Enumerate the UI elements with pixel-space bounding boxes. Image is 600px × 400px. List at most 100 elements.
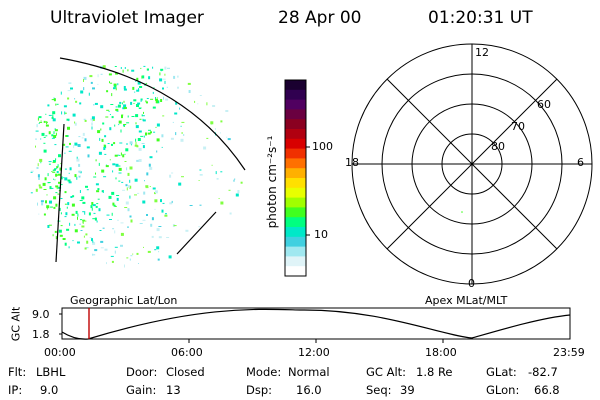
speckle — [142, 219, 146, 221]
speckle — [131, 116, 135, 117]
speckle — [91, 202, 94, 205]
speckle — [104, 153, 107, 155]
speckle — [45, 200, 47, 204]
speckle — [126, 187, 128, 191]
speckle — [124, 153, 126, 155]
polar-diagonal-2 — [386, 78, 558, 250]
speckle — [95, 205, 98, 208]
speckle — [36, 124, 38, 128]
speckle — [187, 82, 191, 85]
speckle — [135, 114, 139, 118]
speckle — [156, 246, 160, 250]
speckle — [164, 214, 168, 217]
speckle — [99, 230, 102, 231]
speckle — [114, 250, 116, 254]
speckle — [54, 129, 58, 132]
speckle — [114, 86, 116, 89]
speckle — [54, 144, 57, 146]
speckle — [123, 107, 127, 109]
speckle — [143, 246, 144, 248]
speckle — [54, 230, 57, 233]
speckle — [38, 123, 40, 124]
speckle — [47, 182, 50, 184]
speckle — [152, 66, 154, 69]
speckle — [124, 161, 127, 162]
speckle — [35, 138, 37, 140]
speckle — [65, 212, 68, 216]
speckle — [45, 135, 48, 137]
speckle — [46, 121, 48, 125]
speckle — [134, 194, 137, 196]
speckle — [92, 118, 95, 121]
speckle — [71, 213, 75, 216]
speckle — [37, 174, 40, 178]
speckle — [138, 147, 142, 151]
speckle — [138, 88, 140, 91]
speckle — [175, 132, 177, 136]
speckle — [139, 118, 142, 120]
speckle — [114, 124, 116, 127]
speckle — [78, 170, 82, 173]
dsp-value: 16.0 — [296, 383, 322, 397]
speckle — [37, 202, 38, 206]
speckle — [111, 191, 115, 195]
speckle — [154, 190, 158, 194]
speckle — [73, 145, 75, 149]
speckle — [147, 250, 151, 253]
speckle — [47, 225, 50, 228]
speckle — [108, 195, 112, 199]
speckle — [129, 195, 131, 199]
speckle — [74, 142, 78, 146]
speckle — [74, 122, 77, 126]
speckle — [113, 204, 116, 207]
speckle — [169, 202, 173, 205]
speckle — [105, 116, 109, 118]
speckle — [85, 233, 88, 236]
speckle — [162, 78, 166, 80]
speckle — [86, 146, 90, 149]
speckle — [38, 184, 41, 187]
geographic-label: Geographic Lat/Lon — [70, 294, 178, 307]
speckle — [79, 200, 83, 201]
speckle — [143, 65, 146, 67]
speckle — [68, 82, 72, 84]
speckle — [51, 206, 53, 208]
speckle — [114, 66, 117, 67]
speckle — [42, 182, 46, 186]
speckle — [137, 102, 141, 105]
speckle — [164, 66, 167, 70]
speckle — [81, 225, 85, 228]
colorbar-cell — [285, 158, 306, 169]
speckle — [117, 154, 120, 156]
image-boundary-lower-right — [176, 211, 217, 255]
speckle — [93, 104, 95, 106]
speckle — [132, 86, 135, 90]
speckle — [112, 228, 115, 230]
speckle — [168, 255, 172, 259]
speckle — [30, 192, 33, 194]
speckle — [83, 235, 85, 238]
speckle — [215, 171, 217, 175]
speckle — [55, 203, 58, 207]
speckle — [134, 178, 138, 182]
speckle — [92, 240, 94, 243]
speckle — [102, 122, 105, 125]
speckle — [199, 174, 203, 176]
speckle — [152, 91, 154, 94]
speckle — [67, 202, 70, 206]
speckle — [156, 138, 160, 142]
speckle — [92, 253, 94, 256]
colorbar-cell — [285, 187, 306, 199]
speckle — [181, 132, 183, 134]
speckle — [114, 154, 118, 157]
speckle — [55, 236, 57, 240]
speckle — [127, 208, 130, 212]
colorbar-unit-label: photon cm⁻²s⁻¹ — [265, 135, 279, 229]
speckle — [41, 132, 45, 136]
speckle — [74, 229, 78, 233]
speckle — [117, 219, 119, 221]
speckle — [188, 90, 191, 93]
speckle — [100, 247, 104, 249]
speckle — [118, 124, 120, 126]
speckle — [115, 163, 119, 167]
